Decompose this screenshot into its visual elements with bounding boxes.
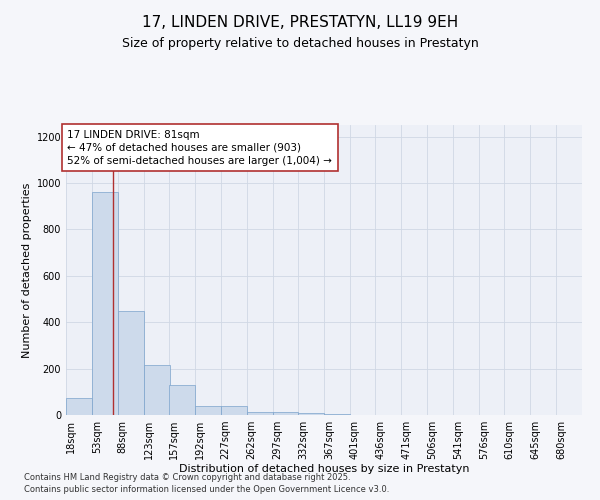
Bar xyxy=(195,406,221,415)
Text: 17, LINDEN DRIVE, PRESTATYN, LL19 9EH: 17, LINDEN DRIVE, PRESTATYN, LL19 9EH xyxy=(142,15,458,30)
X-axis label: Distribution of detached houses by size in Prestatyn: Distribution of detached houses by size … xyxy=(179,464,469,473)
Bar xyxy=(272,412,298,415)
Bar xyxy=(144,365,170,415)
Bar xyxy=(221,406,247,415)
Bar xyxy=(92,192,118,415)
Bar xyxy=(325,414,350,415)
Bar xyxy=(169,385,195,415)
Text: 17 LINDEN DRIVE: 81sqm
← 47% of detached houses are smaller (903)
52% of semi-de: 17 LINDEN DRIVE: 81sqm ← 47% of detached… xyxy=(67,130,332,166)
Text: Contains HM Land Registry data © Crown copyright and database right 2025.: Contains HM Land Registry data © Crown c… xyxy=(24,474,350,482)
Bar xyxy=(298,412,325,415)
Text: Contains public sector information licensed under the Open Government Licence v3: Contains public sector information licen… xyxy=(24,485,389,494)
Bar xyxy=(118,310,144,415)
Y-axis label: Number of detached properties: Number of detached properties xyxy=(22,182,32,358)
Bar xyxy=(247,412,272,415)
Text: Size of property relative to detached houses in Prestatyn: Size of property relative to detached ho… xyxy=(122,38,478,51)
Bar xyxy=(66,398,92,415)
